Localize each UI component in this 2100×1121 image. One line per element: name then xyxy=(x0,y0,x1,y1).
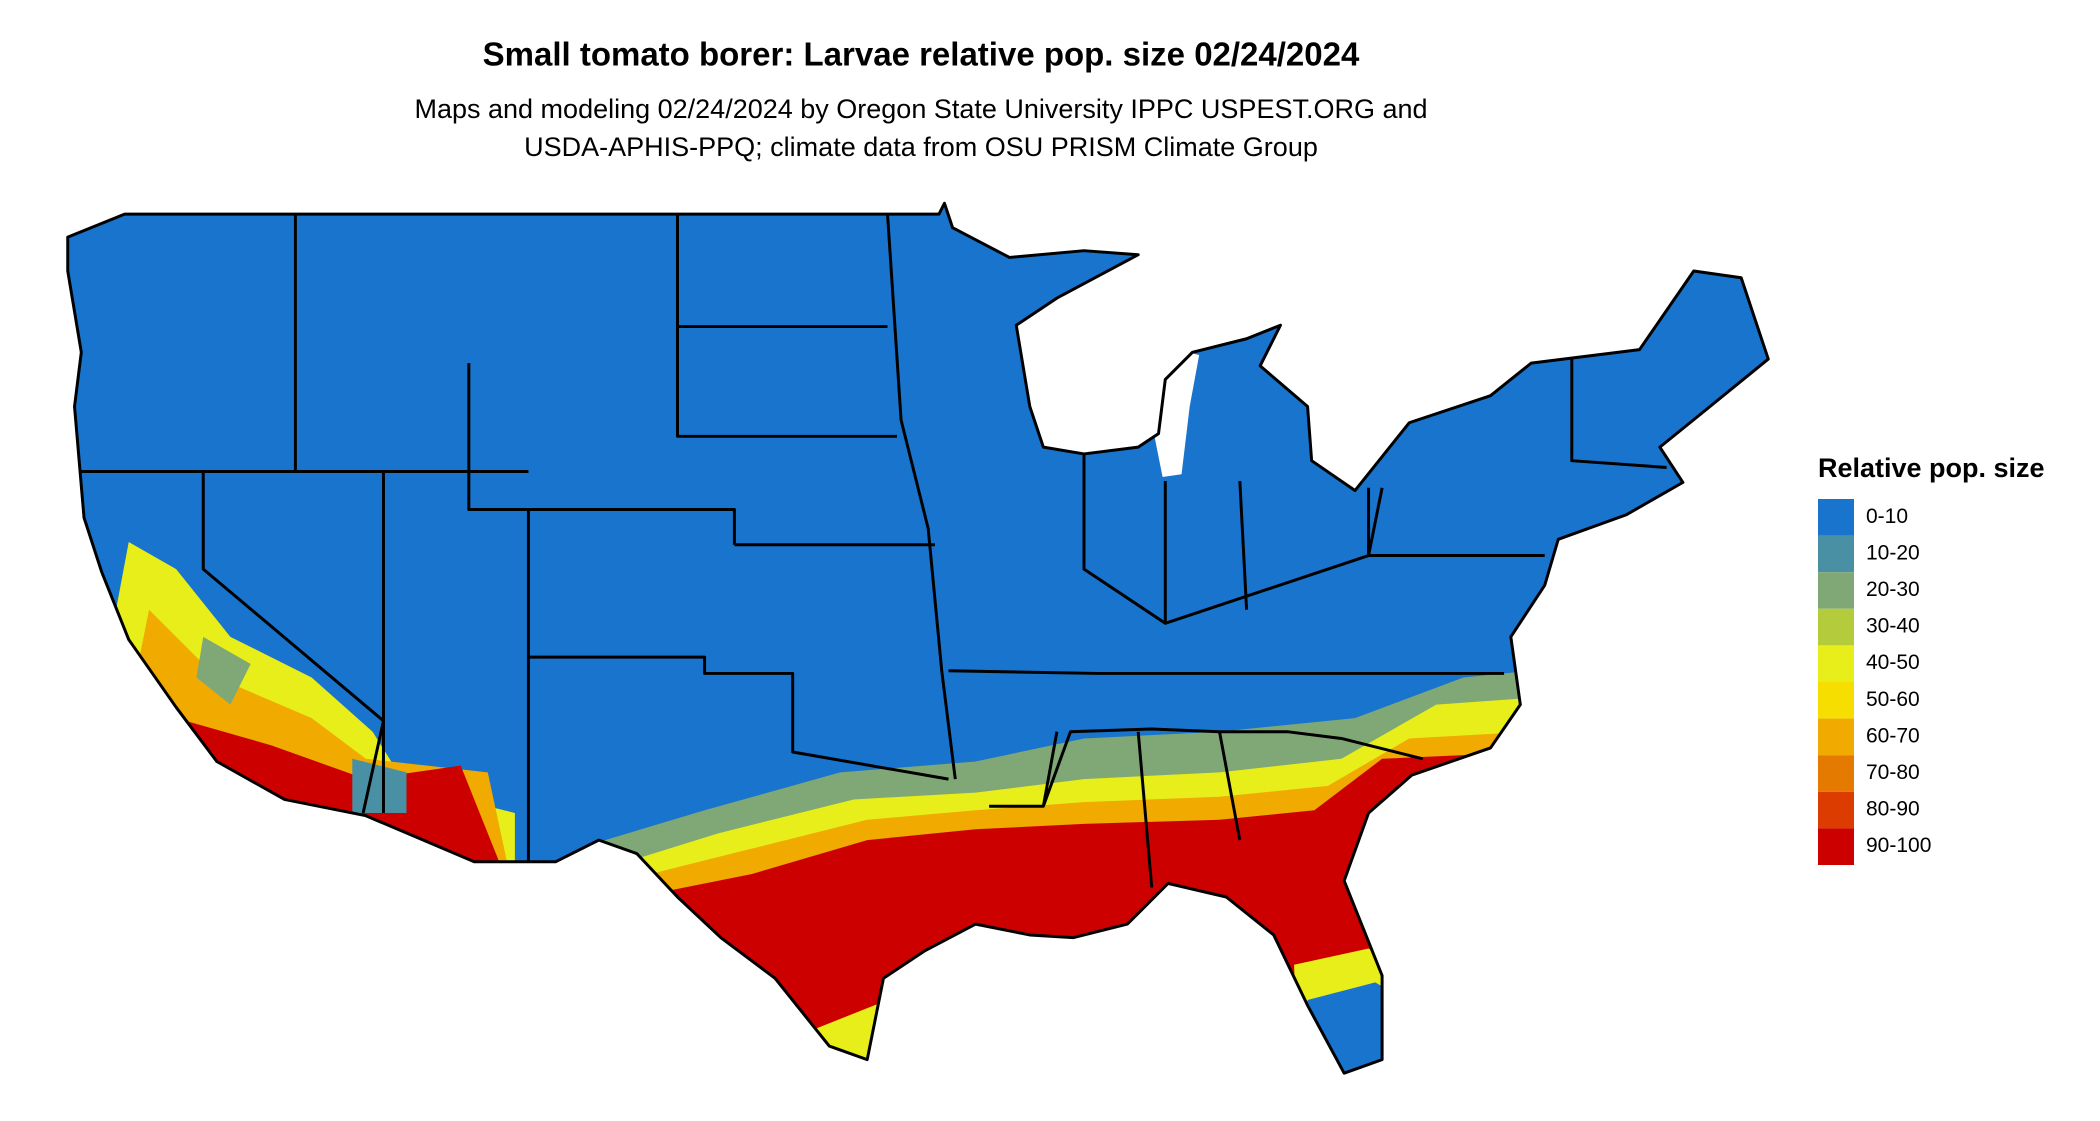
lake xyxy=(1149,349,1200,477)
map-subtitle: Maps and modeling 02/24/2024 by Oregon S… xyxy=(414,94,1427,124)
map-fill xyxy=(67,203,1769,1074)
legend-swatch xyxy=(1818,682,1854,719)
legend-label: 90-100 xyxy=(1866,834,1931,857)
region-fill xyxy=(196,636,251,705)
legend: 0-10 10-20 20-30 30-40 40-50 50-60 60-70 70-80 8… xyxy=(1818,499,1931,865)
legend-label: 60-70 xyxy=(1866,724,1920,747)
legend-swatch xyxy=(1818,828,1854,865)
map xyxy=(66,201,1770,1075)
legend-label: 40-50 xyxy=(1866,651,1920,674)
legend-swatch xyxy=(1818,791,1854,829)
legend-swatch xyxy=(1818,645,1854,682)
legend-label: 10-20 xyxy=(1866,541,1920,564)
state-border xyxy=(81,213,1667,888)
legend-label: 80-90 xyxy=(1866,798,1920,821)
map-subtitle: USDA-APHIS-PPQ; climate data from OSU PR… xyxy=(524,132,1318,162)
legend-swatch xyxy=(1818,535,1854,573)
legend-label: 50-60 xyxy=(1866,688,1920,711)
legend-swatch xyxy=(1818,718,1854,756)
legend-label: 20-30 xyxy=(1866,578,1920,601)
region-fill xyxy=(67,203,1769,1074)
legend-label: 30-40 xyxy=(1866,615,1920,638)
legend-label: 70-80 xyxy=(1866,761,1920,784)
legend-swatch xyxy=(1818,755,1854,792)
map-title: Small tomato borer: Larvae relative pop.… xyxy=(483,36,1360,73)
legend-label: 0-10 xyxy=(1866,505,1908,528)
legend-swatch xyxy=(1818,608,1854,646)
legend-swatch xyxy=(1818,499,1854,536)
legend-title: Relative pop. size xyxy=(1818,453,2045,483)
legend-swatch xyxy=(1818,572,1854,609)
region-fill xyxy=(1300,982,1410,1074)
